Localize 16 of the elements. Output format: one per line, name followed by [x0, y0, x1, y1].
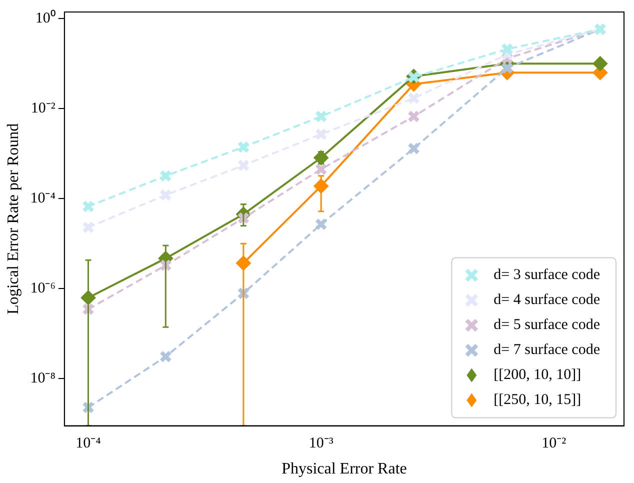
legend-label: d= 5 surface code — [494, 317, 600, 334]
legend-label: d= 3 surface code — [494, 267, 600, 284]
x-tick-label: 10⁻³ — [308, 436, 334, 452]
x-tick-label: 10⁻⁴ — [76, 436, 101, 452]
y-tick-label: 10⁻⁸ — [30, 370, 56, 387]
x-tick-label: 10⁻² — [542, 436, 567, 452]
y-tick-label: 10⁰ — [35, 10, 56, 27]
y-axis-title: Logical Error Rate per Round — [4, 123, 22, 314]
legend-label: d= 4 surface code — [494, 292, 600, 308]
y-tick-label: 10⁻² — [30, 100, 56, 117]
legend-label: [[250, 10, 15]] — [494, 392, 582, 408]
legend-label: [[200, 10, 10]] — [494, 367, 582, 384]
x-axis-title: Physical Error Rate — [282, 460, 407, 478]
legend-label: d= 7 surface code — [494, 342, 600, 358]
y-tick-label: 10⁻⁶ — [30, 280, 56, 297]
y-tick-label: 10⁻⁴ — [30, 190, 56, 207]
